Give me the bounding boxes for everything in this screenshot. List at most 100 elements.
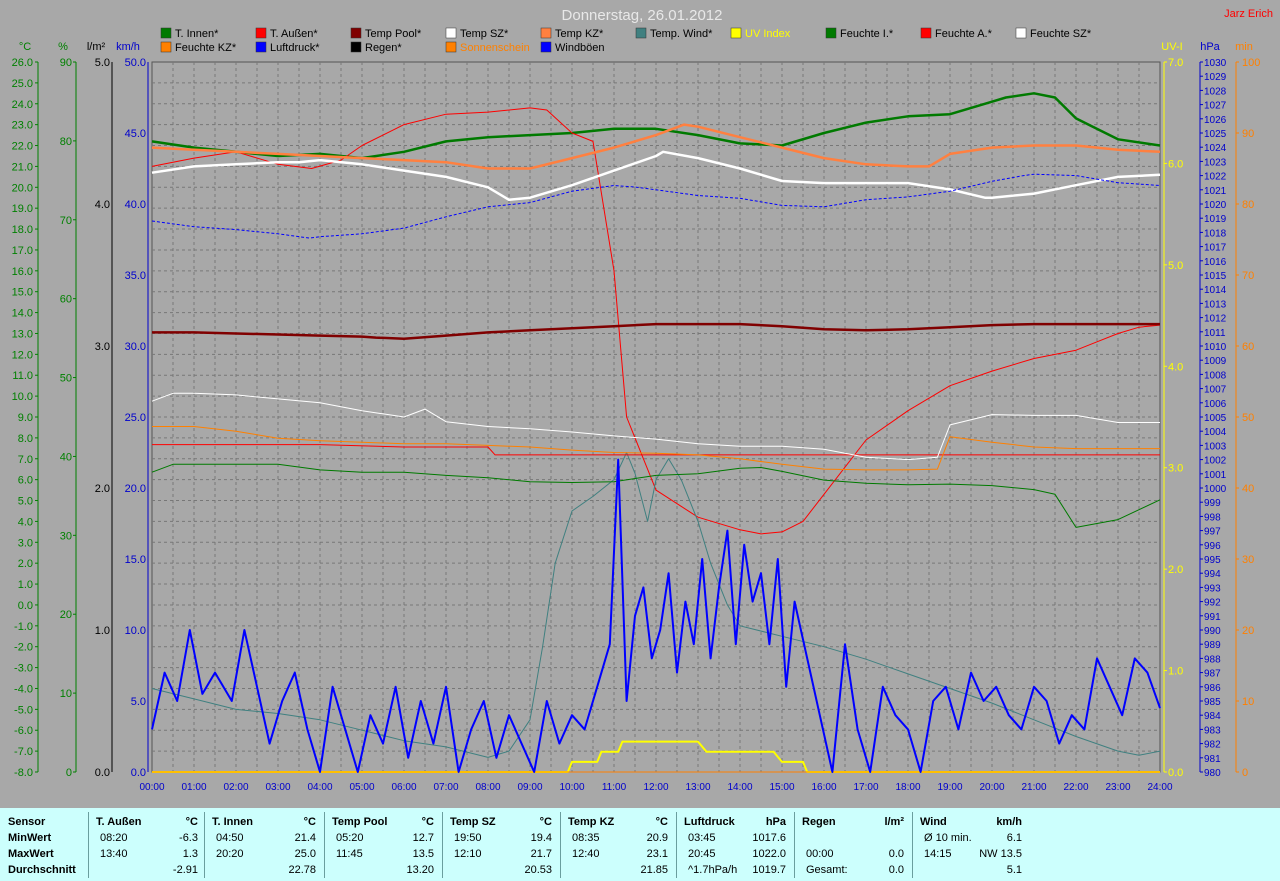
stats-header-min: MinWert	[8, 832, 52, 844]
celsius-tick-label: -7.0	[14, 746, 33, 758]
uv-axis-unit: UV-I	[1161, 41, 1182, 53]
legend-label: T. Außen*	[270, 28, 318, 40]
pressure-tick-label: 1020	[1204, 200, 1227, 211]
stats-column-separator	[676, 812, 677, 878]
legend-label: Feuchte A.*	[935, 28, 993, 40]
pressure-tick-label: 998	[1204, 512, 1221, 523]
time-tick-label: 23:00	[1105, 782, 1130, 793]
percent-tick-label: 80	[60, 136, 72, 148]
pressure-tick-label: 990	[1204, 626, 1221, 637]
minutes-tick-label: 50	[1242, 412, 1254, 424]
pressure-tick-label: 999	[1204, 498, 1221, 509]
time-tick-label: 11:00	[602, 782, 627, 793]
stats-avg-time: Gesamt:	[806, 864, 848, 876]
celsius-tick-label: 23.0	[12, 120, 33, 132]
time-tick-label: 10:00	[559, 782, 584, 793]
series-feuchte-kz	[152, 426, 1160, 471]
legend-label: Temp SZ*	[460, 28, 509, 40]
minutes-tick-label: 70	[1242, 270, 1254, 282]
uv-tick-label: 4.0	[1168, 361, 1183, 373]
pressure-tick-label: 1001	[1204, 470, 1227, 481]
pressure-tick-label: 1005	[1204, 413, 1227, 424]
legend-swatch	[350, 41, 362, 53]
stats-min-value: 20.9	[646, 832, 668, 844]
pressure-tick-label: 996	[1204, 541, 1221, 552]
rain-tick-label: 5.0	[95, 57, 110, 69]
time-tick-label: 13:00	[685, 782, 710, 793]
wind-tick-label: 0.0	[131, 767, 146, 779]
stats-avg-value: -2.91	[172, 864, 198, 876]
pressure-tick-label: 1024	[1204, 143, 1227, 154]
stats-avg-value: 22.78	[288, 864, 316, 876]
series-feuchte-i	[151, 463, 1161, 528]
wind-tick-label: 10.0	[125, 625, 146, 637]
minutes-tick-label: 0	[1242, 767, 1248, 779]
percent-tick-label: 90	[60, 57, 72, 69]
time-tick-label: 02:00	[223, 782, 248, 793]
chart-background	[0, 0, 1280, 808]
stats-panel: Sensor MinWert MaxWert Durchschnitt T. Außen…	[0, 808, 1280, 881]
stats-min-value: 6.1	[1006, 832, 1022, 844]
celsius-tick-label: 26.0	[12, 57, 33, 69]
series-windböen	[151, 458, 1161, 773]
legend-label: Temp Pool*	[365, 28, 422, 40]
percent-tick-label: 60	[60, 294, 72, 306]
pressure-tick-label: 981	[1204, 754, 1221, 765]
time-tick-label: 03:00	[265, 782, 290, 793]
series-uv-index	[152, 740, 1160, 773]
legend: T. Innen* T. Außen* Temp Pool* Temp SZ* Temp…	[160, 27, 1092, 54]
time-tick-label: 01:00	[181, 782, 206, 793]
stats-max-value: 1022.0	[752, 848, 786, 860]
rain-tick-label: 1.0	[95, 625, 110, 637]
rain-tick-label: 2.0	[95, 483, 110, 495]
pressure-tick-label: 989	[1204, 640, 1221, 651]
legend-swatch	[255, 27, 267, 39]
legend-swatch	[920, 27, 932, 39]
legend-label: T. Innen*	[175, 28, 219, 40]
legend-swatch	[160, 41, 172, 53]
time-tick-label: 05:00	[349, 782, 374, 793]
celsius-tick-label: 12.0	[12, 349, 33, 361]
stats-avg-value: 5.1	[1006, 864, 1022, 876]
stats-max-time: 14:15	[924, 848, 952, 860]
pressure-tick-label: 1009	[1204, 356, 1227, 367]
series-temp-sz	[151, 150, 1161, 202]
pressure-tick-label: 1007	[1204, 385, 1227, 396]
celsius-tick-label: 14.0	[12, 308, 33, 320]
rain-axis-unit: l/m²	[87, 41, 106, 53]
pressure-tick-label: 1008	[1204, 370, 1227, 381]
stats-col-title: Temp Pool	[332, 816, 388, 828]
stats-max-time: 13:40	[100, 848, 128, 860]
pressure-tick-label: 997	[1204, 527, 1221, 538]
celsius-axis-unit: °C	[19, 41, 31, 53]
celsius-tick-label: -6.0	[14, 725, 33, 737]
series-temp-wind	[151, 452, 1161, 758]
time-tick-label: 16:00	[811, 782, 836, 793]
legend-label: Temp. Wind*	[650, 28, 713, 40]
celsius-tick-label: 1.0	[18, 579, 33, 591]
stats-min-value: 12.7	[412, 832, 434, 844]
pressure-tick-label: 992	[1204, 598, 1221, 609]
celsius-tick-label: -3.0	[14, 663, 33, 675]
pressure-tick-label: 984	[1204, 711, 1221, 722]
pressure-tick-label: 1027	[1204, 101, 1227, 112]
stats-max-value: 0.0	[888, 848, 904, 860]
legend-label: Windböen	[555, 42, 605, 54]
stats-col-title: T. Außen	[96, 816, 142, 828]
stats-max-value: 25.0	[294, 848, 316, 860]
pressure-tick-label: 1013	[1204, 299, 1227, 310]
pressure-tick-label: 1011	[1204, 328, 1226, 339]
legend-label: Temp KZ*	[555, 28, 604, 40]
time-tick-label: 24:00	[1147, 782, 1172, 793]
pressure-tick-label: 1014	[1204, 285, 1227, 296]
series-layer	[151, 92, 1161, 773]
rain-tick-label: 4.0	[95, 199, 110, 211]
celsius-tick-label: 6.0	[18, 475, 33, 487]
percent-tick-label: 70	[60, 215, 72, 227]
stats-avg-value: 21.85	[640, 864, 668, 876]
stats-column-separator	[204, 812, 205, 878]
time-tick-label: 14:00	[727, 782, 752, 793]
stats-min-value: 19.4	[530, 832, 552, 844]
stats-column-separator	[442, 812, 443, 878]
series-feuchte-sz	[151, 392, 1160, 461]
